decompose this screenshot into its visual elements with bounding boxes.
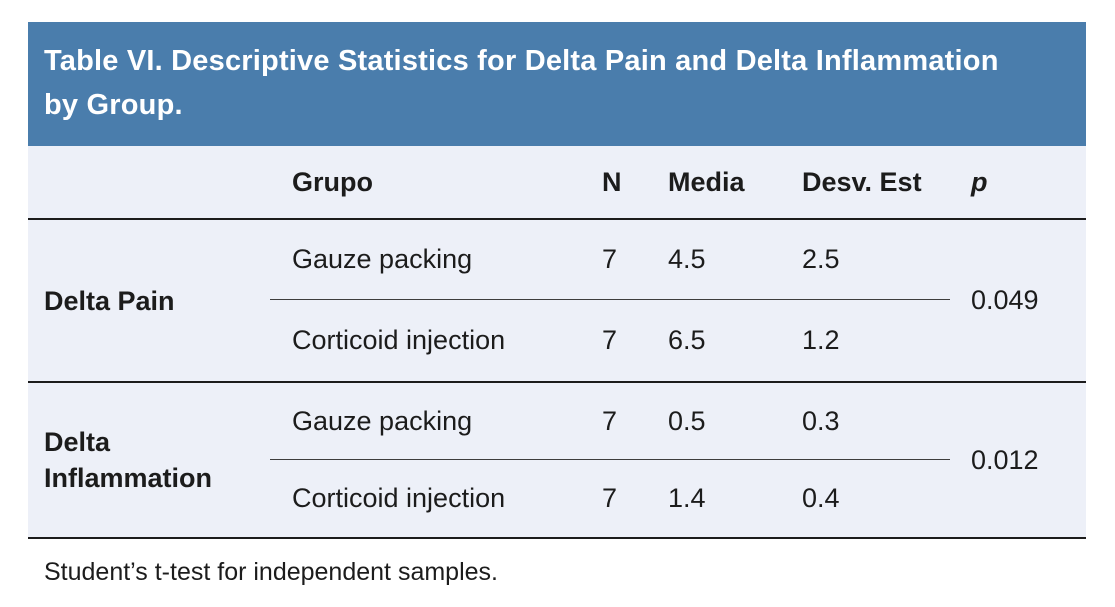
column-header-grupo: Grupo	[270, 146, 588, 220]
column-header-measure	[28, 146, 270, 220]
table-grid: Grupo N Media Desv. Est p Delta Pain Gau…	[28, 146, 1086, 539]
column-header-desv-est: Desv. Est	[790, 146, 950, 220]
p-value-delta-inflammation: 0.012	[971, 444, 1039, 475]
cell-grupo: Corticoid injection	[292, 483, 506, 513]
cell-desv: 0.3	[790, 383, 950, 460]
cell-media: 6.5	[655, 300, 790, 383]
statistics-table: Table VI. Descriptive Statistics for Del…	[28, 22, 1086, 587]
cell-grupo: Gauze packing	[270, 220, 588, 300]
cell-desv: 2.5	[790, 220, 950, 300]
cell-desv: 1.2	[790, 300, 950, 383]
cell-n: 7	[588, 383, 655, 460]
cell-n: 7	[588, 220, 655, 300]
p-value-delta-pain: 0.049	[950, 220, 1086, 383]
table-title: Table VI. Descriptive Statistics for Del…	[28, 22, 1086, 146]
row-label-delta-pain: Delta Pain	[28, 220, 270, 383]
cell-media: 4.5	[655, 220, 790, 300]
row-label-delta-inflammation: Delta Inflammation	[44, 427, 213, 493]
cell-n: 7	[588, 300, 655, 383]
column-header-p: p	[950, 146, 1086, 220]
cell-grupo: Gauze packing	[270, 383, 588, 460]
cell-desv: 0.4	[802, 483, 840, 513]
table-footnote: Student’s t-test for independent samples…	[44, 558, 498, 586]
cell-grupo: Corticoid injection	[270, 300, 588, 383]
column-header-n: N	[588, 146, 655, 220]
cell-media: 1.4	[668, 483, 706, 513]
cell-n: 7	[602, 483, 618, 513]
column-header-media: Media	[655, 146, 790, 220]
cell-media: 0.5	[655, 383, 790, 460]
